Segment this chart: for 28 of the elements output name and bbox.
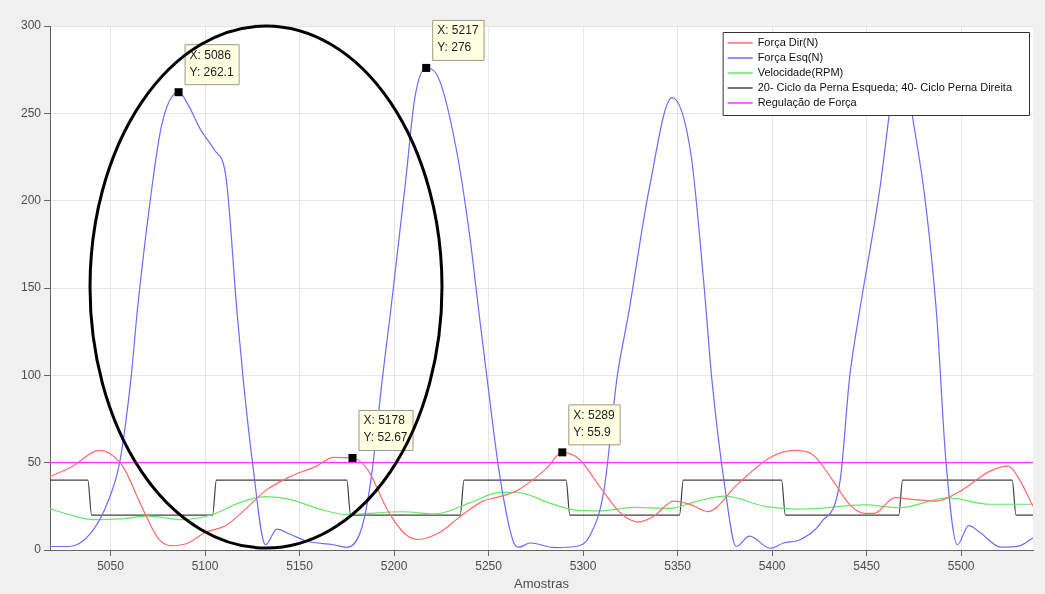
annotation: X: 5178 Y: 52.67 [363, 413, 408, 445]
legend-label: Força Esq(N) [757, 51, 824, 64]
y-tick-label: 150 [20, 280, 42, 295]
x-axis-title: Amostras [514, 575, 570, 591]
y-tick-label: 300 [20, 18, 42, 33]
x-tick-label: 5350 [664, 558, 692, 573]
legend-label: Regulação de Força [757, 96, 858, 109]
legend-label: Velocidade(RPM) [757, 66, 844, 79]
y-tick-label: 50 [27, 454, 42, 469]
y-tick-label: 250 [20, 105, 42, 120]
x-tick-label: 5300 [569, 558, 597, 573]
x-tick-label: 5050 [97, 558, 125, 573]
x-tick-label: 5100 [191, 558, 219, 573]
y-tick-label: 0 [34, 542, 42, 557]
x-tick-label: 5200 [380, 558, 408, 573]
annotation: X: 5289 Y: 55.9 [573, 407, 615, 439]
x-tick-label: 5450 [853, 558, 881, 573]
x-tick-label: 5400 [758, 558, 786, 573]
x-tick-label: 5250 [475, 558, 503, 573]
x-tick-label: 5500 [947, 558, 975, 573]
line-series [50, 491, 1033, 521]
line-series [50, 448, 1033, 547]
legend-label: Força Dir(N) [757, 36, 819, 49]
y-tick-label: 200 [20, 192, 42, 207]
y-tick-label: 100 [20, 367, 42, 382]
legend-label: 20- Ciclo da Perna Esqueda; 40- Ciclo Perna Direita [757, 81, 1013, 94]
annotation: X: 5217 Y: 276 [437, 23, 479, 55]
x-tick-label: 5150 [286, 558, 314, 573]
